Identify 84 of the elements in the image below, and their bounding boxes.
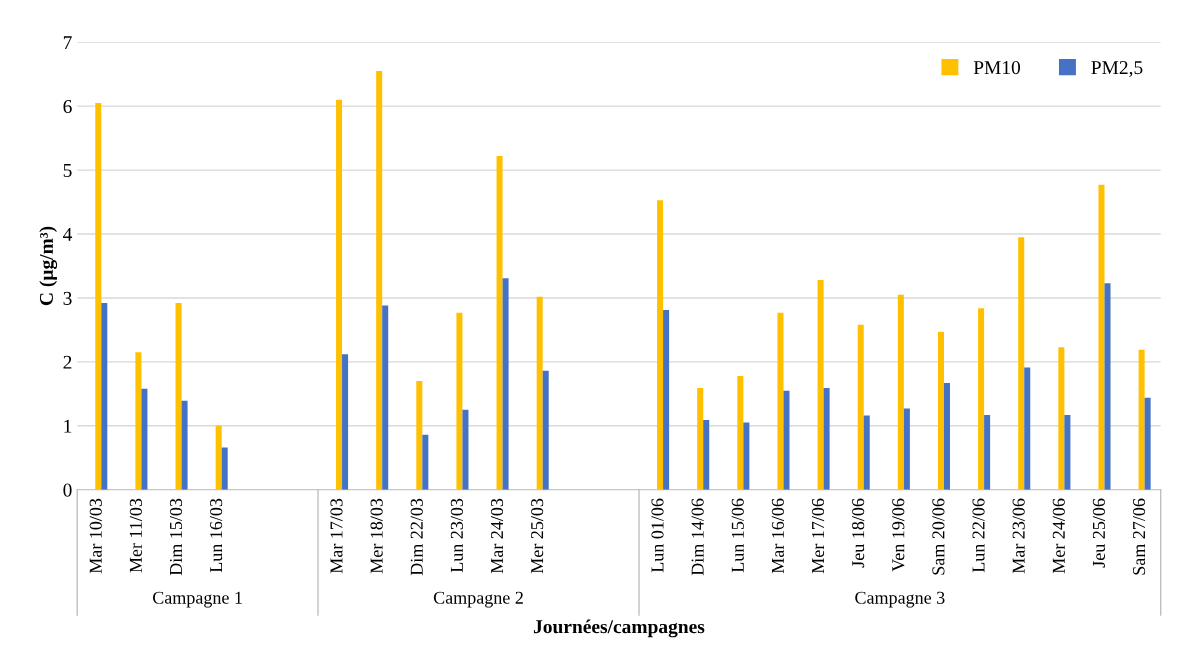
bar <box>903 408 910 490</box>
bar <box>336 99 343 490</box>
text: Campagne 2 <box>433 591 523 608</box>
bar <box>141 388 148 490</box>
text: Campagne 3 <box>855 591 945 608</box>
bar <box>743 422 750 490</box>
bar <box>817 280 824 490</box>
bar <box>1018 237 1025 490</box>
x-tick-label: Lun 23/03 <box>450 498 463 573</box>
x-tick-label: Mer 18/03 <box>370 498 383 574</box>
x-tick-label: Mar 23/06 <box>1012 498 1025 574</box>
bar <box>456 312 463 490</box>
bar <box>1024 367 1031 490</box>
y-tick-label: 5 <box>63 164 72 178</box>
bar <box>1064 414 1071 490</box>
bar <box>382 305 389 490</box>
x-tick-label: Mer 25/03 <box>531 498 544 574</box>
bar <box>978 308 985 490</box>
bar <box>663 310 670 490</box>
x-tick-label: Jeu 25/06 <box>1092 498 1105 568</box>
bar <box>943 382 950 490</box>
bar <box>777 312 784 490</box>
legend-label: PM10 <box>973 61 1021 75</box>
y-tick-label: 4 <box>63 227 73 241</box>
bar <box>175 303 182 490</box>
x-tick-label: Dim 22/03 <box>410 498 423 576</box>
bar <box>416 381 423 490</box>
x-tick-label: Sam 20/06 <box>932 498 945 575</box>
bar <box>342 354 349 490</box>
x-tick-label: Dim 14/06 <box>691 498 704 576</box>
x-tick-label: Lun 16/03 <box>210 498 223 573</box>
text: Campagne 1 <box>152 591 242 608</box>
bar <box>863 415 870 490</box>
x-tick-label: Sam 27/06 <box>1132 498 1146 575</box>
x-tick-label: Mer 11/03 <box>129 498 142 573</box>
bar <box>984 414 991 490</box>
bar <box>181 400 188 490</box>
bar <box>101 303 108 490</box>
x-tick-label: Mar 16/06 <box>771 498 784 574</box>
x-tick-label: Lun 01/06 <box>651 498 664 573</box>
bar <box>703 420 710 490</box>
y-axis-title: C (µg/m³) <box>39 226 58 306</box>
bar <box>657 200 664 490</box>
bar <box>1104 283 1111 490</box>
bar <box>422 434 429 490</box>
y-tick-label: 2 <box>63 355 72 369</box>
x-tick-label: Lun 22/06 <box>972 498 985 573</box>
bar <box>697 388 704 490</box>
x-tick-label: Mer 24/06 <box>1052 498 1065 574</box>
x-tick-label: Jeu 18/06 <box>852 498 865 568</box>
bar <box>937 331 944 490</box>
bar <box>1138 349 1145 490</box>
bar <box>857 324 864 490</box>
bar <box>462 409 469 490</box>
bar <box>215 425 222 490</box>
bar <box>95 102 102 490</box>
y-tick-label: 1 <box>64 419 72 433</box>
bar <box>542 370 549 490</box>
y-tick-label: 6 <box>63 100 72 114</box>
bar <box>1144 397 1151 490</box>
bar <box>536 296 543 490</box>
bar <box>221 447 228 490</box>
x-tick-label: Mar 10/03 <box>89 498 102 574</box>
bar <box>823 388 830 490</box>
y-tick-label: 0 <box>63 483 72 497</box>
x-tick-label: Ven 19/06 <box>892 498 905 572</box>
bar <box>376 71 383 490</box>
bar <box>783 390 790 490</box>
bar <box>496 156 503 490</box>
x-tick-label: Dim 15/03 <box>169 498 183 576</box>
y-tick-label: 3 <box>63 291 72 305</box>
x-tick-label: Mar 24/03 <box>490 498 504 574</box>
bar <box>1098 184 1105 490</box>
bar <box>897 294 904 490</box>
y-tick-label: 7 <box>63 36 72 49</box>
x-tick-label: Lun 15/06 <box>731 498 744 573</box>
x-tick-label: Mar 17/03 <box>330 498 343 574</box>
bar <box>1058 347 1065 490</box>
bar <box>502 278 509 490</box>
legend-label: PM2,5 <box>1091 61 1143 77</box>
x-axis-title: Journées/campagnes <box>533 619 705 638</box>
bar <box>135 352 142 490</box>
x-tick-label: Mer 17/06 <box>811 498 825 574</box>
bar <box>737 375 744 490</box>
